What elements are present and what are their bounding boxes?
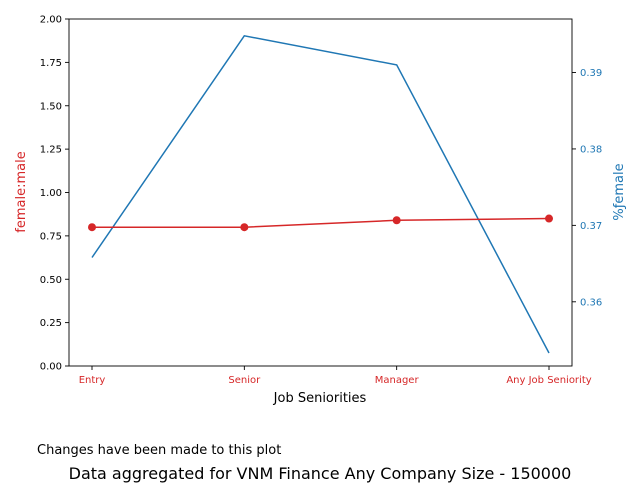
y-left-tick-label: 0.00	[40, 362, 62, 373]
y-left-tick-label: 1.25	[40, 145, 62, 156]
series-line-pct-female	[91, 34, 550, 354]
series-point-ratio	[392, 216, 401, 225]
y-right-tick-label: 0.39	[580, 68, 602, 79]
x-tick-label: Entry	[79, 375, 106, 386]
plot-border	[68, 18, 573, 367]
plot-caption: Data aggregated for VNM Finance Any Comp…	[68, 464, 572, 483]
series-point-ratio	[240, 223, 249, 232]
right-axis: 0.36 0.37 0.38 0.39	[572, 68, 602, 308]
plot-note: Changes have been made to this plot	[37, 443, 282, 458]
y-left-tick-label: 1.75	[40, 58, 62, 69]
y-left-tick-label: 1.00	[40, 188, 62, 199]
y-right-axis-title: %ƒemale	[612, 163, 627, 220]
x-tick-label: Senior	[228, 375, 261, 386]
series-line-ratio	[92, 217, 550, 228]
series-layer	[88, 34, 553, 354]
x-axis: Entry Senior Manager Any Job Seniority	[79, 366, 592, 386]
y-left-tick-label: 1.50	[40, 101, 62, 112]
x-axis-title: Job Seniorities	[273, 391, 367, 406]
y-right-tick-label: 0.36	[580, 297, 602, 308]
chart: 0.00 0.25 0.50 0.75 1.00 1.25 1.50 1.75 2.00 0.3…	[14, 15, 627, 407]
y-right-tick-label: 0.38	[580, 144, 602, 155]
left-axis: 0.00 0.25 0.50 0.75 1.00 1.25 1.50 1.75 2.00	[40, 15, 69, 373]
y-left-tick-label: 0.50	[40, 275, 62, 286]
y-left-tick-label: 0.25	[40, 318, 62, 329]
x-tick-label: Manager	[375, 375, 420, 386]
y-left-tick-label: 0.75	[40, 231, 62, 242]
y-right-tick-label: 0.37	[580, 221, 602, 232]
series-point-ratio	[88, 223, 96, 232]
y-left-axis-title: female:male	[14, 151, 29, 232]
plot-frame	[68, 18, 573, 367]
series-point-ratio	[545, 214, 553, 223]
y-left-tick-label: 2.00	[40, 15, 62, 26]
x-tick-label: Any Job Seniority	[506, 375, 591, 386]
